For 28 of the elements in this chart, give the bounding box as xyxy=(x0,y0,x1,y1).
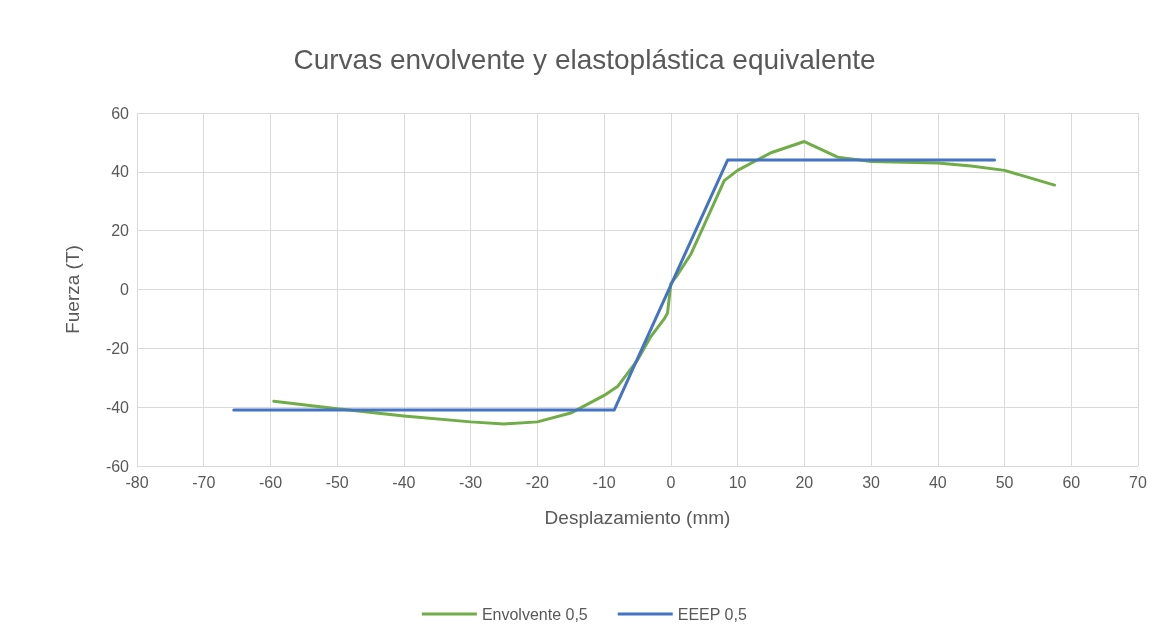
x-tick-label: 20 xyxy=(795,473,814,491)
x-tick-label: -70 xyxy=(192,473,216,491)
chart-title: Curvas envolvente y elastoplástica equivalente xyxy=(293,43,876,75)
y-axis-title: Fuerza (T) xyxy=(62,245,83,334)
legend-label: EEEP 0,5 xyxy=(677,605,747,623)
x-tick-label: 70 xyxy=(1129,473,1147,491)
x-tick-label: 0 xyxy=(666,473,676,491)
x-tick-label: -80 xyxy=(125,473,149,491)
y-tick-label: -60 xyxy=(105,457,130,475)
y-tick-label: 60 xyxy=(111,104,130,122)
x-tick-label: 10 xyxy=(728,473,747,491)
x-tick-label: 30 xyxy=(862,473,881,491)
x-tick-label: -20 xyxy=(525,473,550,491)
legend-label: Envolvente 0,5 xyxy=(481,605,588,623)
x-tick-label: -60 xyxy=(258,473,283,491)
y-tick-label: -40 xyxy=(105,398,130,416)
x-tick-label: -30 xyxy=(459,473,483,491)
x-tick-label: -50 xyxy=(325,473,349,491)
y-tick-label: 40 xyxy=(111,163,130,181)
x-axis-title: Desplazamiento (mm) xyxy=(544,507,731,528)
y-tick-label: 0 xyxy=(120,281,130,298)
y-tick-label: 20 xyxy=(111,222,130,240)
y-tick-label: -20 xyxy=(105,339,130,357)
x-tick-label: 40 xyxy=(928,473,947,491)
x-tick-label: -10 xyxy=(592,473,616,491)
x-tick-label: 50 xyxy=(995,473,1014,491)
x-tick-label: -40 xyxy=(392,473,416,491)
x-tick-label: 60 xyxy=(1062,473,1081,491)
